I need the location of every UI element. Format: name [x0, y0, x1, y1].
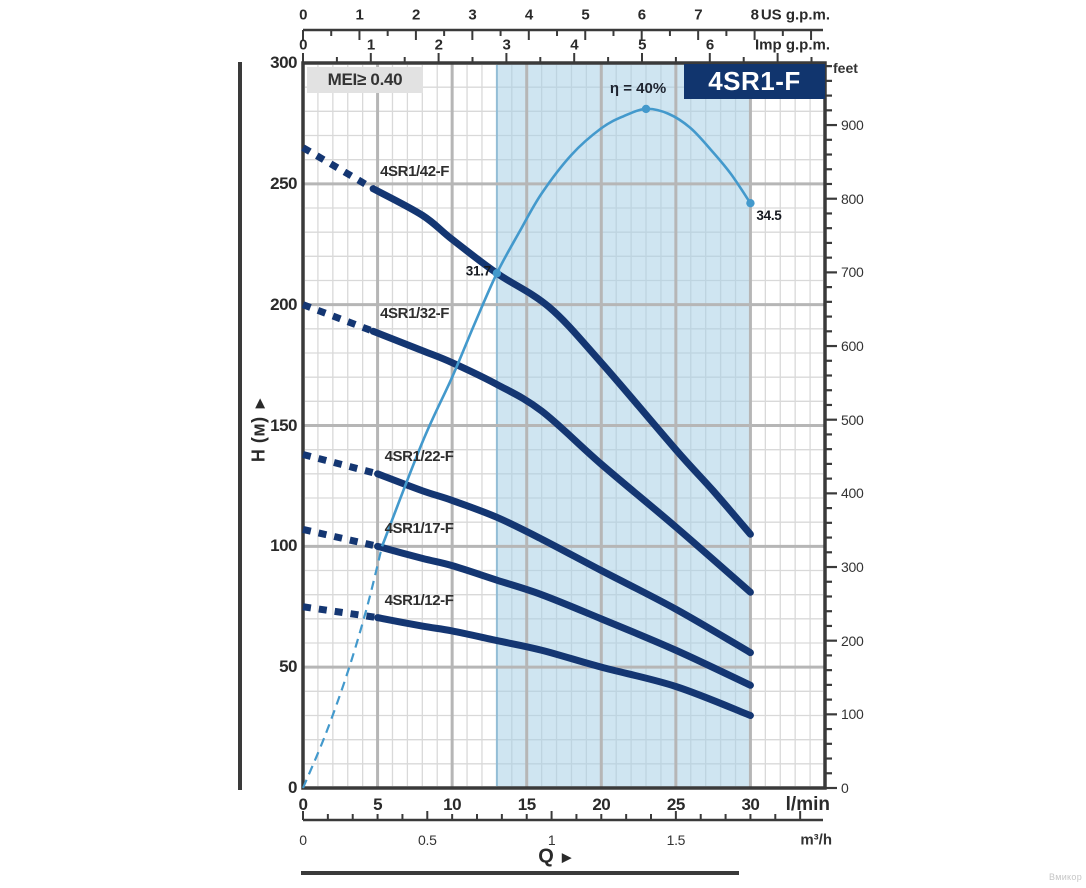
pump-curve-dotted	[301, 144, 375, 192]
pump-curve-dotted	[301, 301, 375, 335]
bottom-decorative-rule	[301, 871, 739, 875]
flow-axis-letter: Q	[538, 845, 554, 868]
up-arrow-icon: ▶	[251, 397, 267, 409]
watermark-text: Вмикор	[1049, 872, 1082, 882]
flow-axis-label: Q ▶	[538, 846, 572, 869]
imp-gpm-axis-unit: Imp g.p.m.	[755, 36, 830, 54]
feet-axis-unit: feet	[833, 60, 858, 76]
head-axis-label: H (м) ▶	[249, 398, 270, 462]
pump-curve	[374, 542, 754, 689]
lmin-axis-unit: l/min	[785, 794, 830, 815]
mei-efficiency-label: MEI≥ 0.40	[307, 67, 423, 93]
pump-curve	[369, 185, 754, 538]
us-gpm-axis-unit: US g.p.m.	[760, 6, 830, 24]
efficiency-marker-dot	[641, 104, 651, 114]
pump-curve	[369, 327, 754, 596]
pump-curve-dotted	[302, 526, 379, 550]
efficiency-marker-dot	[492, 269, 502, 278]
efficiency-marker-dot	[746, 198, 755, 208]
pump-curve	[374, 614, 754, 719]
efficiency-curve	[380, 107, 752, 547]
efficiency-curve-dashed	[301, 546, 384, 789]
m3h-axis-unit: m³/h	[800, 831, 832, 849]
right-arrow-icon: ▶	[561, 849, 572, 865]
pump-curve	[374, 470, 754, 657]
pump-curve-dotted	[302, 603, 379, 622]
head-axis-text: H (м)	[248, 416, 269, 463]
model-badge: 4SR1-F	[684, 64, 825, 99]
left-decorative-rule	[238, 62, 242, 790]
plot-border	[301, 61, 827, 790]
pump-curve-dotted	[302, 451, 379, 478]
